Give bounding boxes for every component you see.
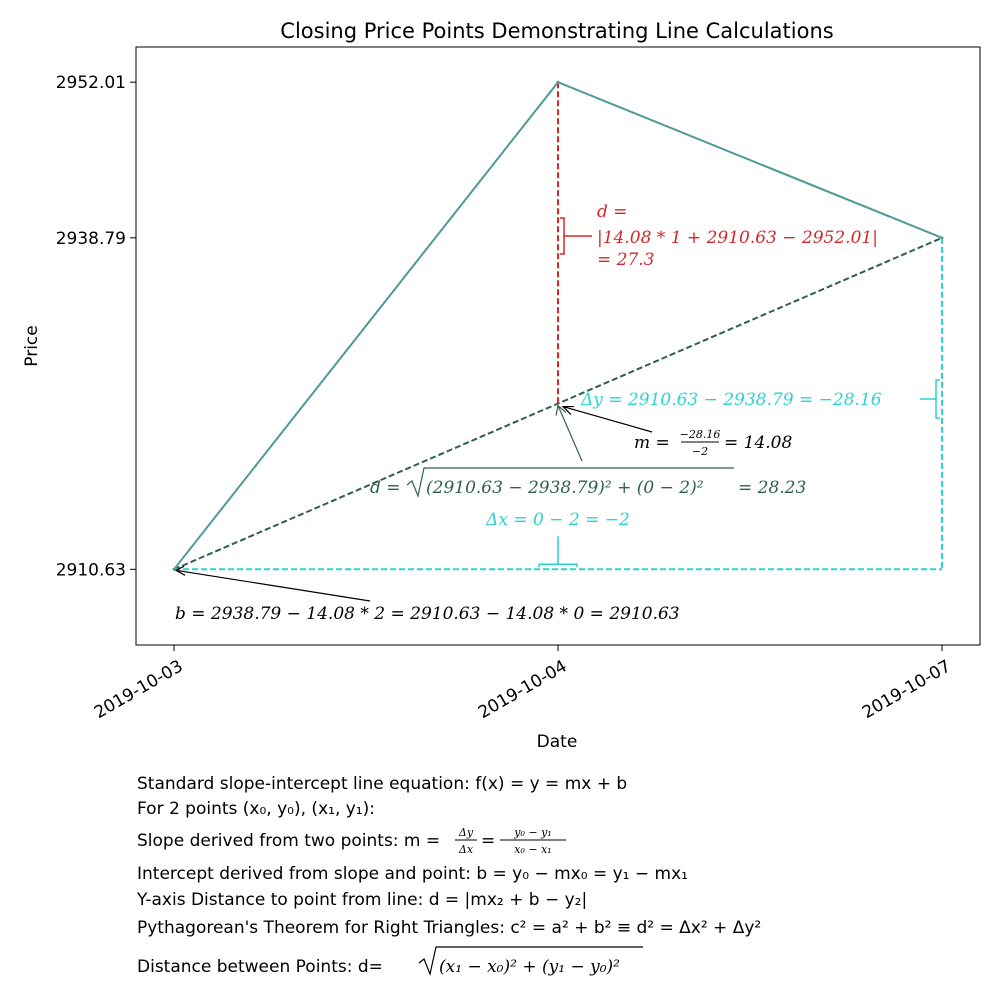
slope-numerator: −28.16 xyxy=(680,428,721,441)
note-line-4: Intercept derived from slope and point: … xyxy=(137,864,688,884)
y-tick-label: 2952.01 xyxy=(56,73,126,93)
slope-arrow xyxy=(561,405,653,433)
y-tick-label: 2938.79 xyxy=(56,229,126,249)
x-tick-label: 2019-10-03 xyxy=(91,656,187,723)
note-line-3-equals: = xyxy=(481,831,495,851)
distance-label-line-3: = 27.3 xyxy=(597,250,655,270)
slope-denominator: −2 xyxy=(692,445,708,458)
price-point xyxy=(940,236,944,240)
price-point xyxy=(172,567,176,571)
series-layer xyxy=(172,80,944,571)
x-tick-label: 2019-10-04 xyxy=(475,656,571,723)
slope-prefix: m = xyxy=(634,433,670,453)
hypotenuse-suffix: = 28.23 xyxy=(738,478,806,498)
note-line-2: For 2 points (x₀, y₀), (x₁, y₁): xyxy=(137,799,375,819)
delta-x-label: Δx = 0 − 2 = −2 xyxy=(485,510,630,530)
y-tick-label: 2910.63 xyxy=(56,560,126,580)
chart-title: Closing Price Points Demonstrating Line … xyxy=(280,19,833,43)
note-line-3-prefix: Slope derived from two points: m = xyxy=(137,831,440,851)
slope-annotation: m = −28.16 −2 = 14.08 xyxy=(634,428,792,458)
note-line-7-radical xyxy=(418,946,643,977)
hypotenuse-arrow xyxy=(555,404,583,462)
x-axis-label: Date xyxy=(537,732,578,752)
hypotenuse-radical xyxy=(406,467,734,499)
slope-suffix: = 14.08 xyxy=(724,433,792,453)
note-line-5: Y-axis Distance to point from line: d = … xyxy=(136,890,587,910)
intercept-arrow xyxy=(174,565,371,602)
distance-annotation: d = |14.08 * 1 + 2910.63 − 2952.01| = 27… xyxy=(597,202,878,270)
note-line-3-frac1-den: Δx xyxy=(458,843,474,856)
notes-block: Standard slope-intercept line equation: … xyxy=(136,774,761,977)
hypotenuse-radicand: (2910.63 − 2938.79)² + (0 − 2)² xyxy=(426,478,704,498)
hypotenuse-prefix: d = xyxy=(370,478,401,498)
note-line-7-radicand: (x₁ − x₀)² + (y₁ − y₀)² xyxy=(439,957,620,977)
note-line-1: Standard slope-intercept line equation: … xyxy=(137,774,627,794)
distance-label-line-1: d = xyxy=(597,202,628,222)
y-axis-label: Price xyxy=(22,325,42,366)
note-line-7-prefix: Distance between Points: d= xyxy=(137,957,383,977)
x-tick-label: 2019-10-07 xyxy=(859,656,955,723)
fitted-line xyxy=(173,236,943,571)
delta-y-label: Δy = 2910.63 − 2938.79 = −28.16 xyxy=(580,390,882,410)
delta-y-bracket xyxy=(920,379,940,419)
note-line-3-frac2-den: x₀ − x₁ xyxy=(514,843,551,856)
distance-bracket xyxy=(560,217,592,255)
delta-x-bracket xyxy=(538,536,578,568)
note-line-3-frac1-num: Δy xyxy=(458,826,474,839)
note-line-3-frac2-num: y₀ − y₁ xyxy=(513,826,551,839)
intercept-label: b = 2938.79 − 14.08 * 2 = 2910.63 − 14.0… xyxy=(175,604,680,624)
guide-lines xyxy=(173,82,943,602)
hypotenuse-annotation: d = (2910.63 − 2938.79)² + (0 − 2)² = 28… xyxy=(370,467,806,499)
note-line-6: Pythagorean's Theorem for Right Triangle… xyxy=(137,918,761,938)
distance-label-line-2: |14.08 * 1 + 2910.63 − 2952.01| xyxy=(597,228,878,248)
price-point xyxy=(556,80,560,84)
